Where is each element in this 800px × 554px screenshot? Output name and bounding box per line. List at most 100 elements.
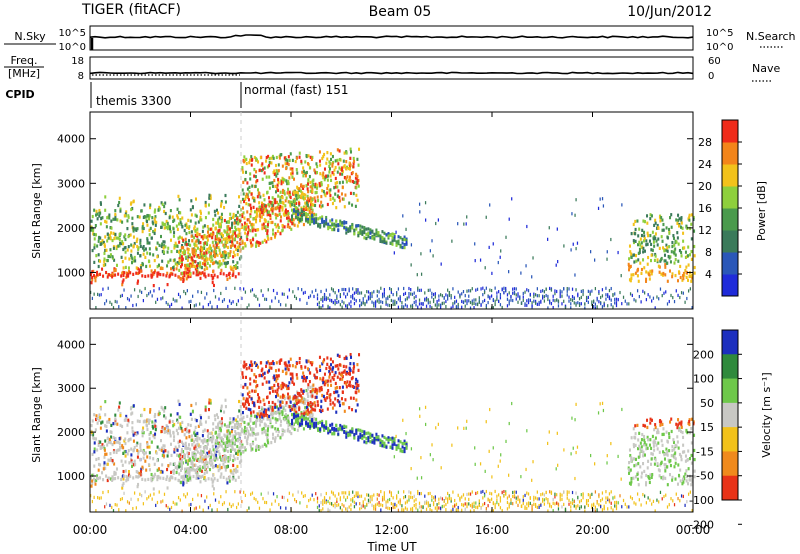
power-cell-1414	[271, 154, 274, 159]
power-cell-3003	[690, 257, 693, 261]
power-cell-1885	[353, 228, 356, 233]
power-cell-289	[148, 233, 151, 237]
power-cell-2317	[388, 303, 391, 308]
power-cell-2543	[522, 295, 524, 299]
power-cell-1906	[365, 232, 368, 236]
velocity-cell-57	[99, 407, 103, 411]
power-cell-2293	[374, 301, 377, 305]
power-cell-823	[196, 234, 199, 238]
power-cell-1794	[309, 222, 312, 226]
power-cell-1455	[281, 196, 284, 200]
power-cell-475	[185, 232, 188, 236]
power-cell-989	[236, 235, 239, 239]
velocity-cell-387	[166, 426, 169, 430]
power-cell-2585	[547, 297, 549, 302]
power-cell-522	[193, 242, 196, 246]
power-cell-2325	[394, 301, 396, 305]
velocity-cell-1423	[273, 374, 276, 378]
power-cell-1287	[311, 211, 314, 215]
velocity-cell-578	[204, 405, 207, 409]
power-cell-2084	[126, 297, 129, 301]
power-cell-402	[168, 216, 171, 220]
power-cell-1699	[343, 176, 346, 180]
velocity-cell-836	[199, 449, 202, 453]
velocity-cell-916	[219, 455, 222, 459]
power-cell-1533	[303, 171, 306, 175]
power-cell-379	[167, 224, 170, 228]
velocity-cell-1525	[301, 375, 304, 379]
velocity-cell-1043	[251, 447, 254, 451]
velocity-cell-1684	[338, 400, 341, 404]
power-cell-531	[196, 227, 199, 231]
velocity-cell-978	[234, 435, 237, 439]
velocity-cell-951	[228, 442, 231, 446]
power-cell-266	[141, 225, 144, 229]
power-cell-552	[199, 211, 203, 215]
power-cell-1368	[258, 210, 261, 214]
power-cell-1608	[320, 194, 323, 199]
velocity-cell-86	[106, 436, 109, 440]
power-cell-2156	[253, 293, 255, 297]
velocity-cell-298	[147, 463, 150, 467]
power-cell-1189	[287, 219, 290, 223]
velocity-cell-1420	[274, 405, 277, 409]
power-cell-1752	[357, 163, 360, 167]
power-cell-1359	[258, 191, 261, 195]
power-cell-526	[195, 214, 198, 218]
power-cell-2706	[619, 290, 621, 295]
velocity-cell-352	[161, 470, 164, 474]
velocity-cell-1473	[287, 368, 290, 372]
velocity-cell-315	[154, 419, 157, 423]
power-cell-2641	[578, 303, 581, 307]
velocity-cell-1359	[258, 396, 261, 400]
power-cell-2677	[600, 301, 602, 306]
velocity-cell-1725	[349, 362, 352, 366]
velocity-cell-1591	[315, 367, 318, 371]
velocity-cell-1321	[249, 363, 252, 368]
velocity-cell-532	[197, 465, 200, 470]
power-cell-32	[97, 264, 100, 269]
power-cell-1180	[286, 210, 289, 214]
power-cell-115	[111, 255, 114, 259]
power-cell-780	[185, 271, 188, 275]
velocity-cell-833	[199, 465, 202, 469]
velocity-cell-554	[198, 474, 201, 479]
power-cell-1521	[297, 194, 300, 198]
power-cell-744	[238, 204, 241, 209]
power-cell-1310	[245, 157, 248, 162]
power-cell-221	[133, 241, 136, 246]
velocity-cell-1134	[275, 411, 278, 415]
power-cell-1333	[250, 206, 253, 210]
power-cell-694	[229, 239, 232, 244]
velocity-cell-1414	[271, 360, 274, 364]
power-cell-1419	[273, 178, 276, 183]
power-cell-2306	[383, 294, 385, 298]
power-cell-2457	[471, 287, 473, 291]
velocity-cell-670	[224, 398, 227, 402]
power-cell-157	[122, 242, 125, 246]
power-cell-2497	[494, 286, 496, 290]
velocity-cell-1564	[310, 410, 313, 414]
velocity-cell-970	[234, 432, 237, 436]
velocity-cell-911	[219, 436, 222, 440]
velocity-cell-314	[150, 477, 153, 481]
power-cell-2110	[172, 297, 174, 301]
velocity-cell-991	[239, 452, 242, 456]
power-cell-1043	[251, 243, 254, 247]
power-cell-2830	[649, 269, 652, 273]
power-cell-1755	[356, 198, 359, 202]
velocity-cell-1169	[281, 428, 284, 432]
velocity-cell-937	[224, 444, 227, 448]
velocity-cell-10	[91, 479, 94, 483]
velocity-cell-136	[117, 440, 120, 444]
velocity-cell-903	[215, 438, 218, 442]
velocity-cell-1883	[353, 436, 356, 440]
power-cell-2416	[447, 288, 449, 292]
velocity-cell-806	[191, 465, 194, 469]
velocity-cell-1469	[285, 372, 288, 376]
power-cell-557	[202, 225, 205, 229]
power-cell-252	[138, 268, 141, 272]
velocity-cell-862	[205, 445, 208, 449]
power-cell-2374	[422, 302, 424, 306]
velocity-cell-600	[212, 427, 215, 432]
